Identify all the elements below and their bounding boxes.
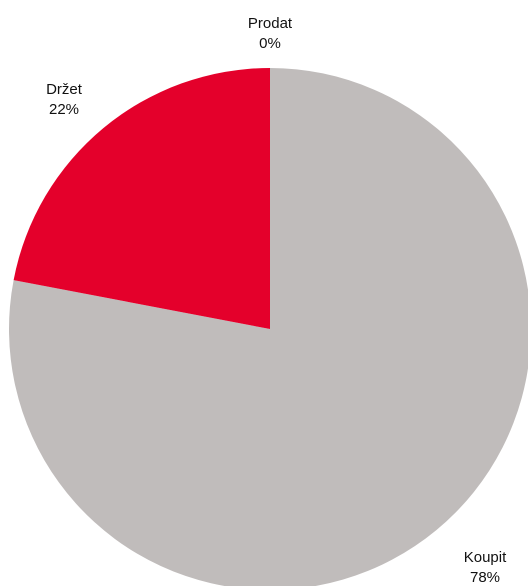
pie-slice-koupit [9, 68, 528, 586]
pie-labels: Koupit 78% Držet 22% Prodat 0% [46, 15, 507, 586]
slice-label-percent: 22% [49, 101, 79, 118]
slice-label-name: Koupit [464, 549, 507, 566]
slice-label-koupit: Koupit 78% [464, 549, 507, 586]
slice-label-name: Prodat [248, 15, 293, 32]
slice-label-percent: 0% [259, 35, 281, 52]
slice-label-name: Držet [46, 81, 83, 98]
pie-slices [9, 68, 528, 586]
slice-label-prodat: Prodat 0% [248, 15, 293, 52]
slice-label-percent: 78% [470, 569, 500, 586]
slice-label-drzet: Držet 22% [46, 81, 83, 118]
pie-slice-drzet [13, 68, 271, 329]
